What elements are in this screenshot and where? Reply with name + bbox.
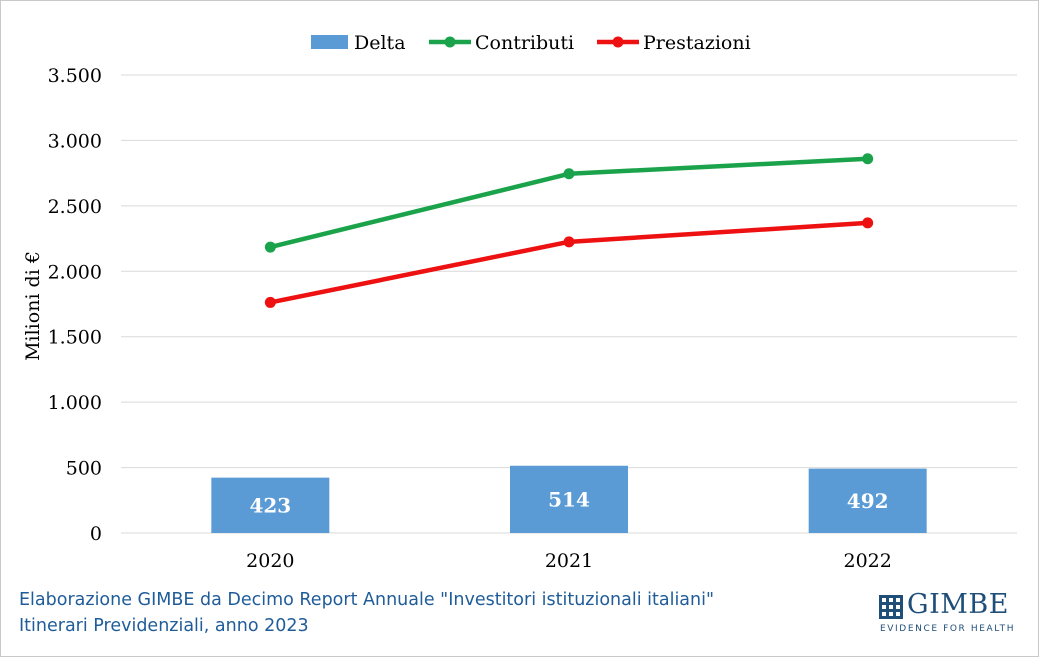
legend-marker <box>612 36 624 48</box>
point-prestazioni <box>563 236 575 248</box>
legend-swatch <box>311 35 348 49</box>
gimbe-grid-icon <box>879 595 903 619</box>
legend-marker <box>444 36 456 48</box>
y-tick-label: 3.500 <box>48 65 102 87</box>
logo-tagline: EVIDENCE FOR HEALTH <box>880 624 1016 634</box>
y-axis-label: Milioni di € <box>22 251 44 361</box>
point-contributi <box>264 241 276 253</box>
gridlines <box>121 74 1017 534</box>
x-tick-label: 2022 <box>843 550 891 572</box>
source-line-2: Itinerari Previdenziali, anno 2023 <box>19 616 309 636</box>
bar-delta <box>211 477 330 533</box>
gimbe-logo: GIMBE EVIDENCE FOR HEALTH <box>879 589 1019 637</box>
y-axis-ticks: 0 500 1.000 1.500 2.000 2.500 3.000 3.500 <box>48 65 102 545</box>
x-axis-ticks: 2020 2021 2022 <box>246 550 892 572</box>
y-tick-label: 3.000 <box>48 130 102 152</box>
x-tick-label: 2020 <box>246 550 294 572</box>
bar-delta <box>808 468 927 533</box>
y-tick-label: 2.500 <box>48 196 102 218</box>
legend: Delta Contributi Prestazioni <box>311 32 751 54</box>
legend-label: Prestazioni <box>643 32 751 54</box>
legend-item-delta: Delta <box>311 32 406 54</box>
legend-label: Contributi <box>475 32 574 54</box>
point-prestazioni <box>264 296 276 308</box>
delta-bars: 423 514 492 <box>211 465 927 533</box>
bar-data-label: 492 <box>847 489 889 513</box>
legend-item-contributi: Contributi <box>429 32 574 54</box>
bar-data-label: 423 <box>249 493 291 517</box>
combo-chart: 0 500 1.000 1.500 2.000 2.500 3.000 3.500 423 51… <box>22 32 1017 572</box>
bar-data-label: 514 <box>548 487 590 511</box>
point-contributi <box>563 168 575 180</box>
logo-wordmark: GIMBE <box>907 589 1009 620</box>
source-note: Elaborazione GIMBE da Decimo Report Annu… <box>19 587 714 639</box>
x-tick-label: 2021 <box>545 550 593 572</box>
line-prestazioni <box>268 220 870 305</box>
legend-label: Delta <box>354 32 406 54</box>
y-tick-label: 2.000 <box>48 261 102 283</box>
point-contributi <box>862 153 874 165</box>
y-tick-label: 1.500 <box>48 327 102 349</box>
point-prestazioni <box>862 217 874 229</box>
y-tick-label: 1.000 <box>48 392 102 414</box>
y-tick-label: 0 <box>90 523 102 545</box>
source-line-1: Elaborazione GIMBE da Decimo Report Annu… <box>19 590 715 610</box>
legend-item-prestazioni: Prestazioni <box>597 32 751 54</box>
bar-delta <box>510 465 628 533</box>
y-tick-label: 500 <box>66 458 102 480</box>
series-lines <box>264 153 874 308</box>
